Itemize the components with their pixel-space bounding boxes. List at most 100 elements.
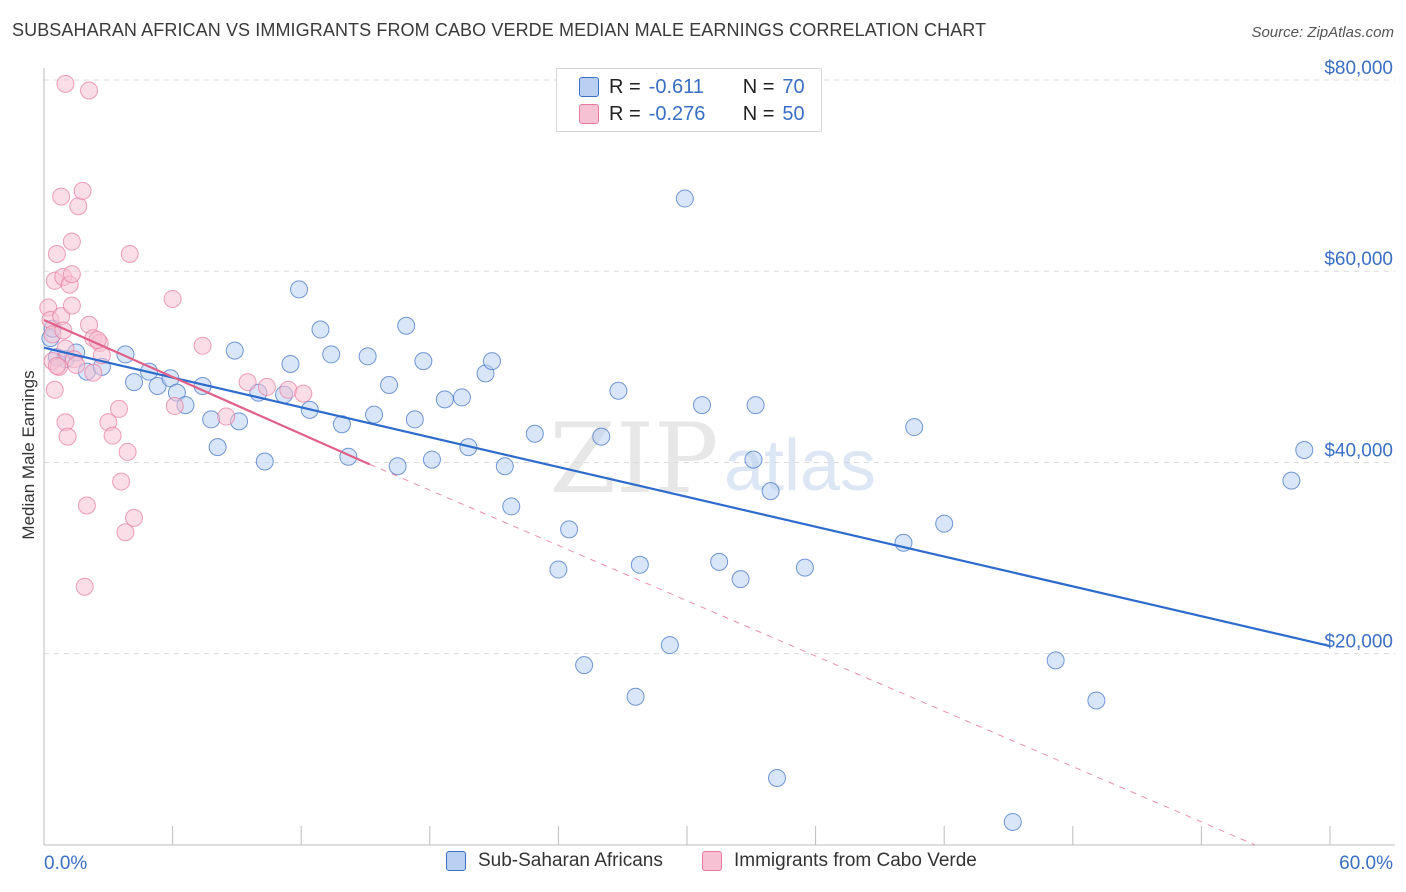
point-cabo-verde bbox=[116, 523, 135, 542]
point-cabo-verde bbox=[73, 181, 92, 200]
point-sub-saharan bbox=[731, 570, 750, 589]
point-cabo-verde bbox=[58, 427, 77, 446]
legend-r-label: R = bbox=[609, 102, 641, 125]
data-points bbox=[39, 74, 1314, 831]
point-cabo-verde bbox=[67, 355, 86, 374]
point-cabo-verde bbox=[193, 336, 212, 355]
legend-label-sub-saharan: Sub-Saharan Africans bbox=[478, 850, 663, 871]
point-sub-saharan bbox=[744, 450, 763, 469]
chart-title: SUBSAHARAN AFRICAN VS IMMIGRANTS FROM CA… bbox=[12, 20, 987, 40]
point-cabo-verde bbox=[118, 442, 137, 461]
legend-r-value: -0.611 bbox=[648, 75, 704, 98]
point-sub-saharan bbox=[365, 405, 384, 424]
point-sub-saharan bbox=[905, 418, 924, 437]
y-tick-label: $80,000 bbox=[1324, 58, 1393, 79]
point-sub-saharan bbox=[1046, 651, 1065, 670]
point-sub-saharan bbox=[435, 390, 454, 409]
point-sub-saharan bbox=[761, 482, 780, 501]
point-cabo-verde bbox=[163, 289, 182, 308]
trend-extension-cabo-verde bbox=[369, 463, 1256, 846]
legend-label-cabo-verde: Immigrants from Cabo Verde bbox=[734, 850, 977, 871]
trend-line-cabo-verde bbox=[43, 318, 371, 466]
point-sub-saharan bbox=[422, 450, 441, 469]
point-sub-saharan bbox=[388, 457, 407, 476]
point-cabo-verde bbox=[52, 187, 71, 206]
point-sub-saharan bbox=[935, 514, 954, 533]
point-sub-saharan bbox=[482, 352, 501, 371]
watermark-atlas: atlas bbox=[724, 426, 876, 506]
point-cabo-verde bbox=[80, 81, 99, 100]
point-sub-saharan bbox=[1282, 471, 1301, 490]
trend-line-sub-saharan bbox=[43, 346, 1331, 648]
axes bbox=[43, 68, 1395, 846]
point-cabo-verde bbox=[47, 245, 66, 264]
legend-swatch-pink bbox=[702, 851, 722, 871]
point-cabo-verde bbox=[75, 577, 94, 596]
point-cabo-verde bbox=[294, 384, 313, 403]
point-cabo-verde bbox=[165, 397, 184, 416]
point-sub-saharan bbox=[208, 438, 227, 457]
point-cabo-verde bbox=[238, 373, 257, 392]
point-cabo-verde bbox=[77, 496, 96, 515]
y-tick-label: $60,000 bbox=[1324, 249, 1393, 270]
point-cabo-verde bbox=[62, 265, 81, 284]
source-credit: Source: ZipAtlas.com bbox=[1251, 24, 1394, 41]
point-sub-saharan bbox=[1003, 812, 1022, 831]
legend-row-blue: R = -0.611 N = 70 bbox=[579, 74, 805, 100]
legend-n-label: N = bbox=[742, 75, 775, 98]
point-sub-saharan bbox=[495, 457, 514, 476]
point-sub-saharan bbox=[290, 280, 309, 299]
point-sub-saharan bbox=[575, 656, 594, 675]
point-sub-saharan bbox=[626, 687, 645, 706]
x-tick-label: 60.0% bbox=[1339, 853, 1393, 874]
point-sub-saharan bbox=[693, 396, 712, 415]
point-sub-saharan bbox=[675, 189, 694, 208]
x-tick-label: 0.0% bbox=[44, 853, 87, 874]
point-sub-saharan bbox=[1295, 441, 1314, 460]
point-cabo-verde bbox=[279, 380, 298, 399]
watermark-zip: ZIP bbox=[549, 403, 718, 515]
y-axis-label: Median Male Earnings bbox=[19, 370, 38, 539]
point-sub-saharan bbox=[452, 388, 471, 407]
point-sub-saharan bbox=[768, 768, 787, 787]
point-cabo-verde bbox=[45, 380, 64, 399]
legend-n-value: 50 bbox=[782, 102, 805, 125]
point-sub-saharan bbox=[281, 354, 300, 373]
point-cabo-verde bbox=[84, 363, 103, 382]
watermark: ZIP atlas bbox=[549, 403, 876, 515]
legend-r-value: -0.276 bbox=[648, 102, 706, 125]
point-sub-saharan bbox=[380, 376, 399, 395]
point-sub-saharan bbox=[125, 373, 144, 392]
point-sub-saharan bbox=[1087, 691, 1106, 710]
trend-lines bbox=[43, 318, 1331, 846]
point-cabo-verde bbox=[125, 508, 144, 527]
legend-item-cabo-verde: Immigrants from Cabo Verde bbox=[702, 850, 977, 872]
legend-swatch-blue bbox=[579, 77, 599, 97]
y-tick-labels: $20,000 $40,000 $60,000 $80,000 bbox=[1324, 58, 1393, 653]
point-cabo-verde bbox=[217, 407, 236, 426]
y-tick-label: $20,000 bbox=[1324, 632, 1393, 653]
point-cabo-verde bbox=[62, 232, 81, 251]
point-sub-saharan bbox=[525, 424, 544, 443]
point-sub-saharan bbox=[502, 497, 521, 516]
point-sub-saharan bbox=[609, 381, 628, 400]
legend-row-pink: R = -0.276 N = 50 bbox=[579, 101, 805, 127]
legend-n-value: 70 bbox=[782, 75, 805, 98]
point-sub-saharan bbox=[255, 452, 274, 471]
point-cabo-verde bbox=[112, 472, 131, 491]
point-cabo-verde bbox=[56, 74, 75, 93]
point-cabo-verde bbox=[103, 426, 122, 445]
point-sub-saharan bbox=[225, 341, 244, 360]
point-sub-saharan bbox=[630, 555, 649, 574]
legend-item-sub-saharan: Sub-Saharan Africans bbox=[446, 850, 663, 872]
point-sub-saharan bbox=[592, 427, 611, 446]
point-sub-saharan bbox=[405, 410, 424, 429]
point-sub-saharan bbox=[397, 316, 416, 335]
legend-r-label: R = bbox=[609, 75, 641, 98]
point-sub-saharan bbox=[795, 558, 814, 577]
point-sub-saharan bbox=[202, 410, 221, 429]
point-sub-saharan bbox=[322, 345, 341, 364]
point-cabo-verde bbox=[120, 245, 139, 264]
correlation-legend: R = -0.611 N = 70 R = -0.276 N = 50 bbox=[556, 68, 822, 132]
